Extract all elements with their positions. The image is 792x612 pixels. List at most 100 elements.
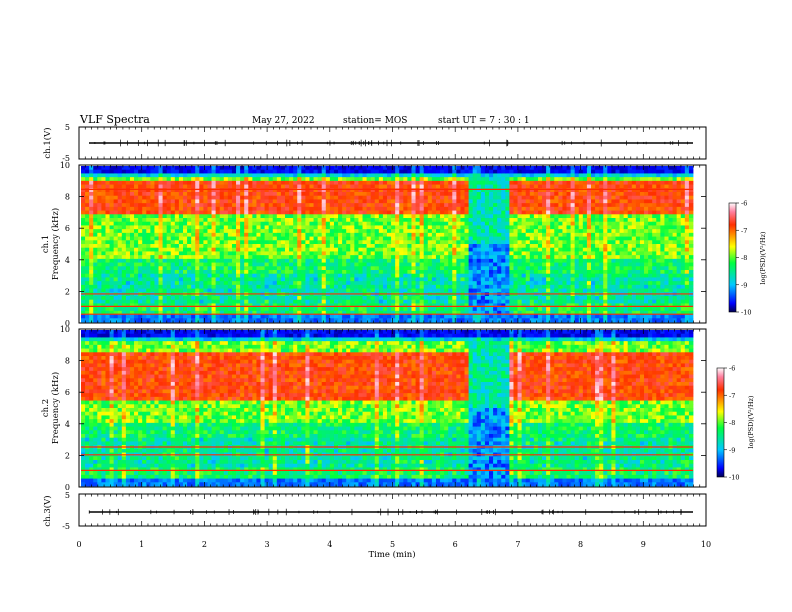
spectrogram-cell [329,166,335,171]
spectrogram-cell [329,180,335,185]
spectrogram-cell [305,270,310,275]
spectrogram-cell [227,240,233,245]
spectrogram-cell [280,307,286,312]
spectrogram-cell [484,173,490,178]
spectrogram-cell [280,221,286,226]
spectrogram-cell [476,273,482,278]
spectrogram-cell [301,229,306,234]
spectrogram-cell [187,251,192,256]
spectrogram-cell [546,210,551,215]
spectrogram-cell [329,203,335,208]
spectrogram-cell [533,307,539,312]
spectrogram-cell [493,262,498,267]
spectrogram-cell [244,277,249,282]
spectrogram-cell [509,299,514,304]
spectrogram-cell [391,258,396,263]
spectrogram-cell [223,240,229,245]
spectrogram-cell [109,314,115,319]
spectrogram-cell [187,214,192,219]
spectrogram-cell [517,251,523,256]
spectrogram-cell [101,214,106,219]
spectrogram-cell [166,192,172,197]
spectrogram-cell [268,221,274,226]
spectrogram-cell [109,177,115,182]
spectrogram-cell [484,199,490,204]
spectrogram-cell [174,277,180,282]
spectrogram-cell [497,225,502,230]
spectrogram-cell [325,303,331,308]
spectrogram-cell [546,173,551,178]
spectrogram-cell [505,180,510,185]
spectrogram-cell [468,225,474,230]
spectrogram-cell [431,314,437,319]
spectrogram-cell [81,169,86,174]
spectrogram-cell [489,180,494,185]
spectrogram-cell [378,307,384,312]
spectrogram-cell [448,173,453,178]
spectrogram-cell [97,284,102,289]
spectrogram-cell [537,206,543,211]
spectrogram-cell [480,270,486,275]
spectrogram-cell [342,192,347,197]
spectrogram-cell [211,244,217,249]
spectrogram-cell [146,195,151,200]
spectrogram-cell [199,240,204,245]
spectrogram-cell [387,192,392,197]
spectrogram-cell [366,240,372,245]
spectrogram-cell [480,221,486,226]
spectrogram-cell [554,199,559,204]
spectrogram-cell [113,262,119,267]
spectrogram-cell [321,229,327,234]
spectrogram-cell [333,166,339,171]
spectrogram-cell [280,225,286,230]
spectrogram-cell [195,218,200,223]
spectrogram-cell [501,303,506,308]
spectrogram-cell [497,180,502,185]
spectrogram-cell [366,210,372,215]
spectrogram-cell [183,206,188,211]
spectrogram-cell [362,206,367,211]
spectrogram-cell [227,203,233,208]
spectrogram-cell [517,203,523,208]
spectrogram-cell [431,180,437,185]
spectrogram-cell [395,203,400,208]
spectrogram-cell [85,262,90,267]
spectrogram-cell [517,177,523,182]
spectrogram-cell [117,240,123,245]
spectrogram-cell [317,299,323,304]
spectrogram-cell [321,318,327,323]
spectrogram-cell [554,318,559,323]
spectrogram-cell [89,266,94,271]
spectrogram-cell [431,221,437,226]
spectrogram-cell [264,184,270,189]
spectrogram-cell [138,240,143,245]
spectrogram-cell [431,184,437,189]
spectrogram-cell [550,214,555,219]
spectrogram-cell [501,307,506,312]
spectrogram-cell [403,199,408,204]
spectrogram-cell [268,184,274,189]
spectrogram-cell [105,299,110,304]
spectrogram-cell [146,270,151,275]
spectrogram-cell [174,229,180,234]
spectrogram-cell [293,177,298,182]
spectrogram-cell [268,277,274,282]
spectrogram-cell [236,236,241,241]
spectrogram-cell [256,214,261,219]
spectrogram-cell [81,270,86,275]
spectrogram-cell [313,314,319,319]
spectrogram-cell [272,307,278,312]
spectrogram-cell [101,247,106,252]
spectrogram-cell [350,299,355,304]
spectrogram-cell [138,210,143,215]
spectrogram-cell [497,173,502,178]
spectrogram-cell [158,270,163,275]
spectrogram-cell [489,244,494,249]
spectrogram-cell [81,303,86,308]
spectrogram-cell [280,318,286,323]
spectrogram-cell [252,299,257,304]
spectrogram-cell [338,262,343,267]
spectrogram-cell [468,307,474,312]
spectrogram-cell [174,166,180,171]
spectrogram-cell [223,225,229,230]
